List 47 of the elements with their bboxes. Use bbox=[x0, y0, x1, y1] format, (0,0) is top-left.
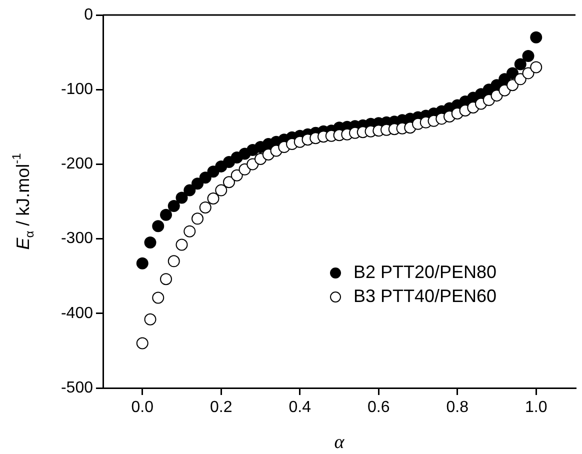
y-tick-label: 0 bbox=[84, 6, 94, 24]
y-tick-label: -500 bbox=[60, 379, 94, 396]
point bbox=[207, 192, 220, 205]
point bbox=[506, 67, 518, 80]
point bbox=[530, 31, 542, 44]
y-tick-label: -300 bbox=[60, 230, 94, 248]
point bbox=[192, 178, 204, 190]
point bbox=[176, 238, 188, 251]
point bbox=[514, 58, 526, 70]
x-tick-label: 0.4 bbox=[288, 399, 312, 416]
point bbox=[230, 169, 243, 182]
point bbox=[246, 158, 259, 170]
x-tick-label: 0.6 bbox=[368, 399, 390, 416]
point bbox=[506, 79, 518, 92]
point bbox=[168, 255, 180, 268]
point bbox=[514, 73, 526, 86]
point bbox=[160, 208, 172, 221]
y-tick-label: -400 bbox=[60, 304, 94, 322]
point bbox=[522, 67, 534, 80]
y-tick-label: -200 bbox=[60, 156, 94, 173]
point bbox=[530, 61, 542, 74]
y-tick-label: -100 bbox=[60, 81, 94, 98]
point bbox=[184, 184, 196, 196]
point bbox=[136, 337, 148, 350]
point bbox=[199, 201, 212, 214]
x-tick-label: 0.0 bbox=[131, 399, 154, 416]
point bbox=[144, 313, 156, 326]
legend-label: B3 PTT40/PEN60 bbox=[354, 286, 497, 306]
point bbox=[215, 184, 228, 196]
point bbox=[136, 257, 148, 270]
point bbox=[144, 236, 156, 249]
point bbox=[199, 172, 212, 184]
x-axis-title: α bbox=[334, 432, 346, 453]
point bbox=[160, 273, 172, 286]
x-tick-label: 0.2 bbox=[210, 399, 232, 416]
point bbox=[152, 220, 164, 232]
x-tick-label: 0.8 bbox=[446, 399, 469, 416]
y-axis-title: Eα / kJ.mol-1 bbox=[9, 152, 36, 250]
legend-label: B2 PTT20/PEN80 bbox=[354, 262, 497, 282]
point bbox=[522, 50, 534, 62]
point bbox=[223, 176, 235, 188]
point bbox=[168, 200, 180, 212]
point bbox=[192, 212, 204, 225]
point bbox=[152, 292, 164, 304]
point bbox=[184, 225, 196, 238]
point bbox=[176, 192, 188, 204]
x-tick-label: 1.0 bbox=[525, 399, 548, 416]
